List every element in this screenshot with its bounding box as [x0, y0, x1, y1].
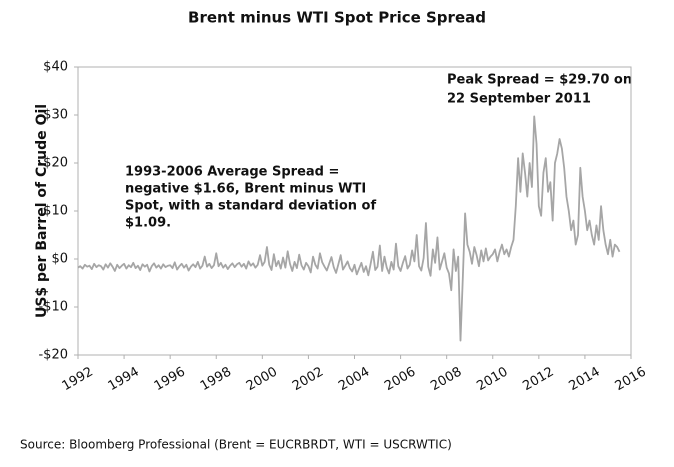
y-tick-label: $20	[43, 156, 68, 171]
chart-title: Brent minus WTI Spot Price Spread	[188, 9, 486, 27]
x-tick-label: 1994	[106, 365, 142, 395]
x-tick-label: 2006	[382, 365, 418, 395]
x-tick-label: 2014	[567, 365, 603, 395]
x-tick-label: 2012	[520, 365, 556, 395]
x-tick-label: 2008	[428, 365, 464, 395]
y-axis-label: US$ per Barrel of Crude Oil	[34, 104, 50, 318]
annotation: 1993-2006 Average Spread =	[125, 165, 339, 180]
x-tick-label: 2002	[290, 365, 326, 395]
x-tick-label: 2000	[244, 365, 280, 395]
y-tick-label: -$10	[38, 300, 68, 315]
annotation: $1.09.	[125, 216, 171, 231]
x-tick-label: 2004	[336, 365, 372, 395]
annotation: Peak Spread = $29.70 on	[447, 73, 632, 88]
annotation: 22 September 2011	[447, 92, 591, 107]
data-line	[77, 115, 621, 342]
annotation: Spot, with a standard deviation of	[125, 199, 376, 214]
annotation: negative $1.66, Brent minus WTI	[125, 182, 366, 197]
y-tick-label: $10	[43, 204, 68, 219]
y-tick-label: -$20	[38, 348, 68, 363]
x-tick-label: 1998	[198, 365, 234, 395]
y-tick-label: $30	[43, 108, 68, 123]
x-tick-label: 1996	[152, 365, 188, 395]
y-tick-label: $0	[51, 252, 68, 267]
y-tick-label: $40	[43, 60, 68, 75]
x-tick-label: 2010	[474, 365, 510, 395]
x-tick-label: 1992	[60, 365, 96, 395]
source-note: Source: Bloomberg Professional (Brent = …	[20, 438, 452, 452]
x-tick-label: 2016	[613, 365, 649, 395]
